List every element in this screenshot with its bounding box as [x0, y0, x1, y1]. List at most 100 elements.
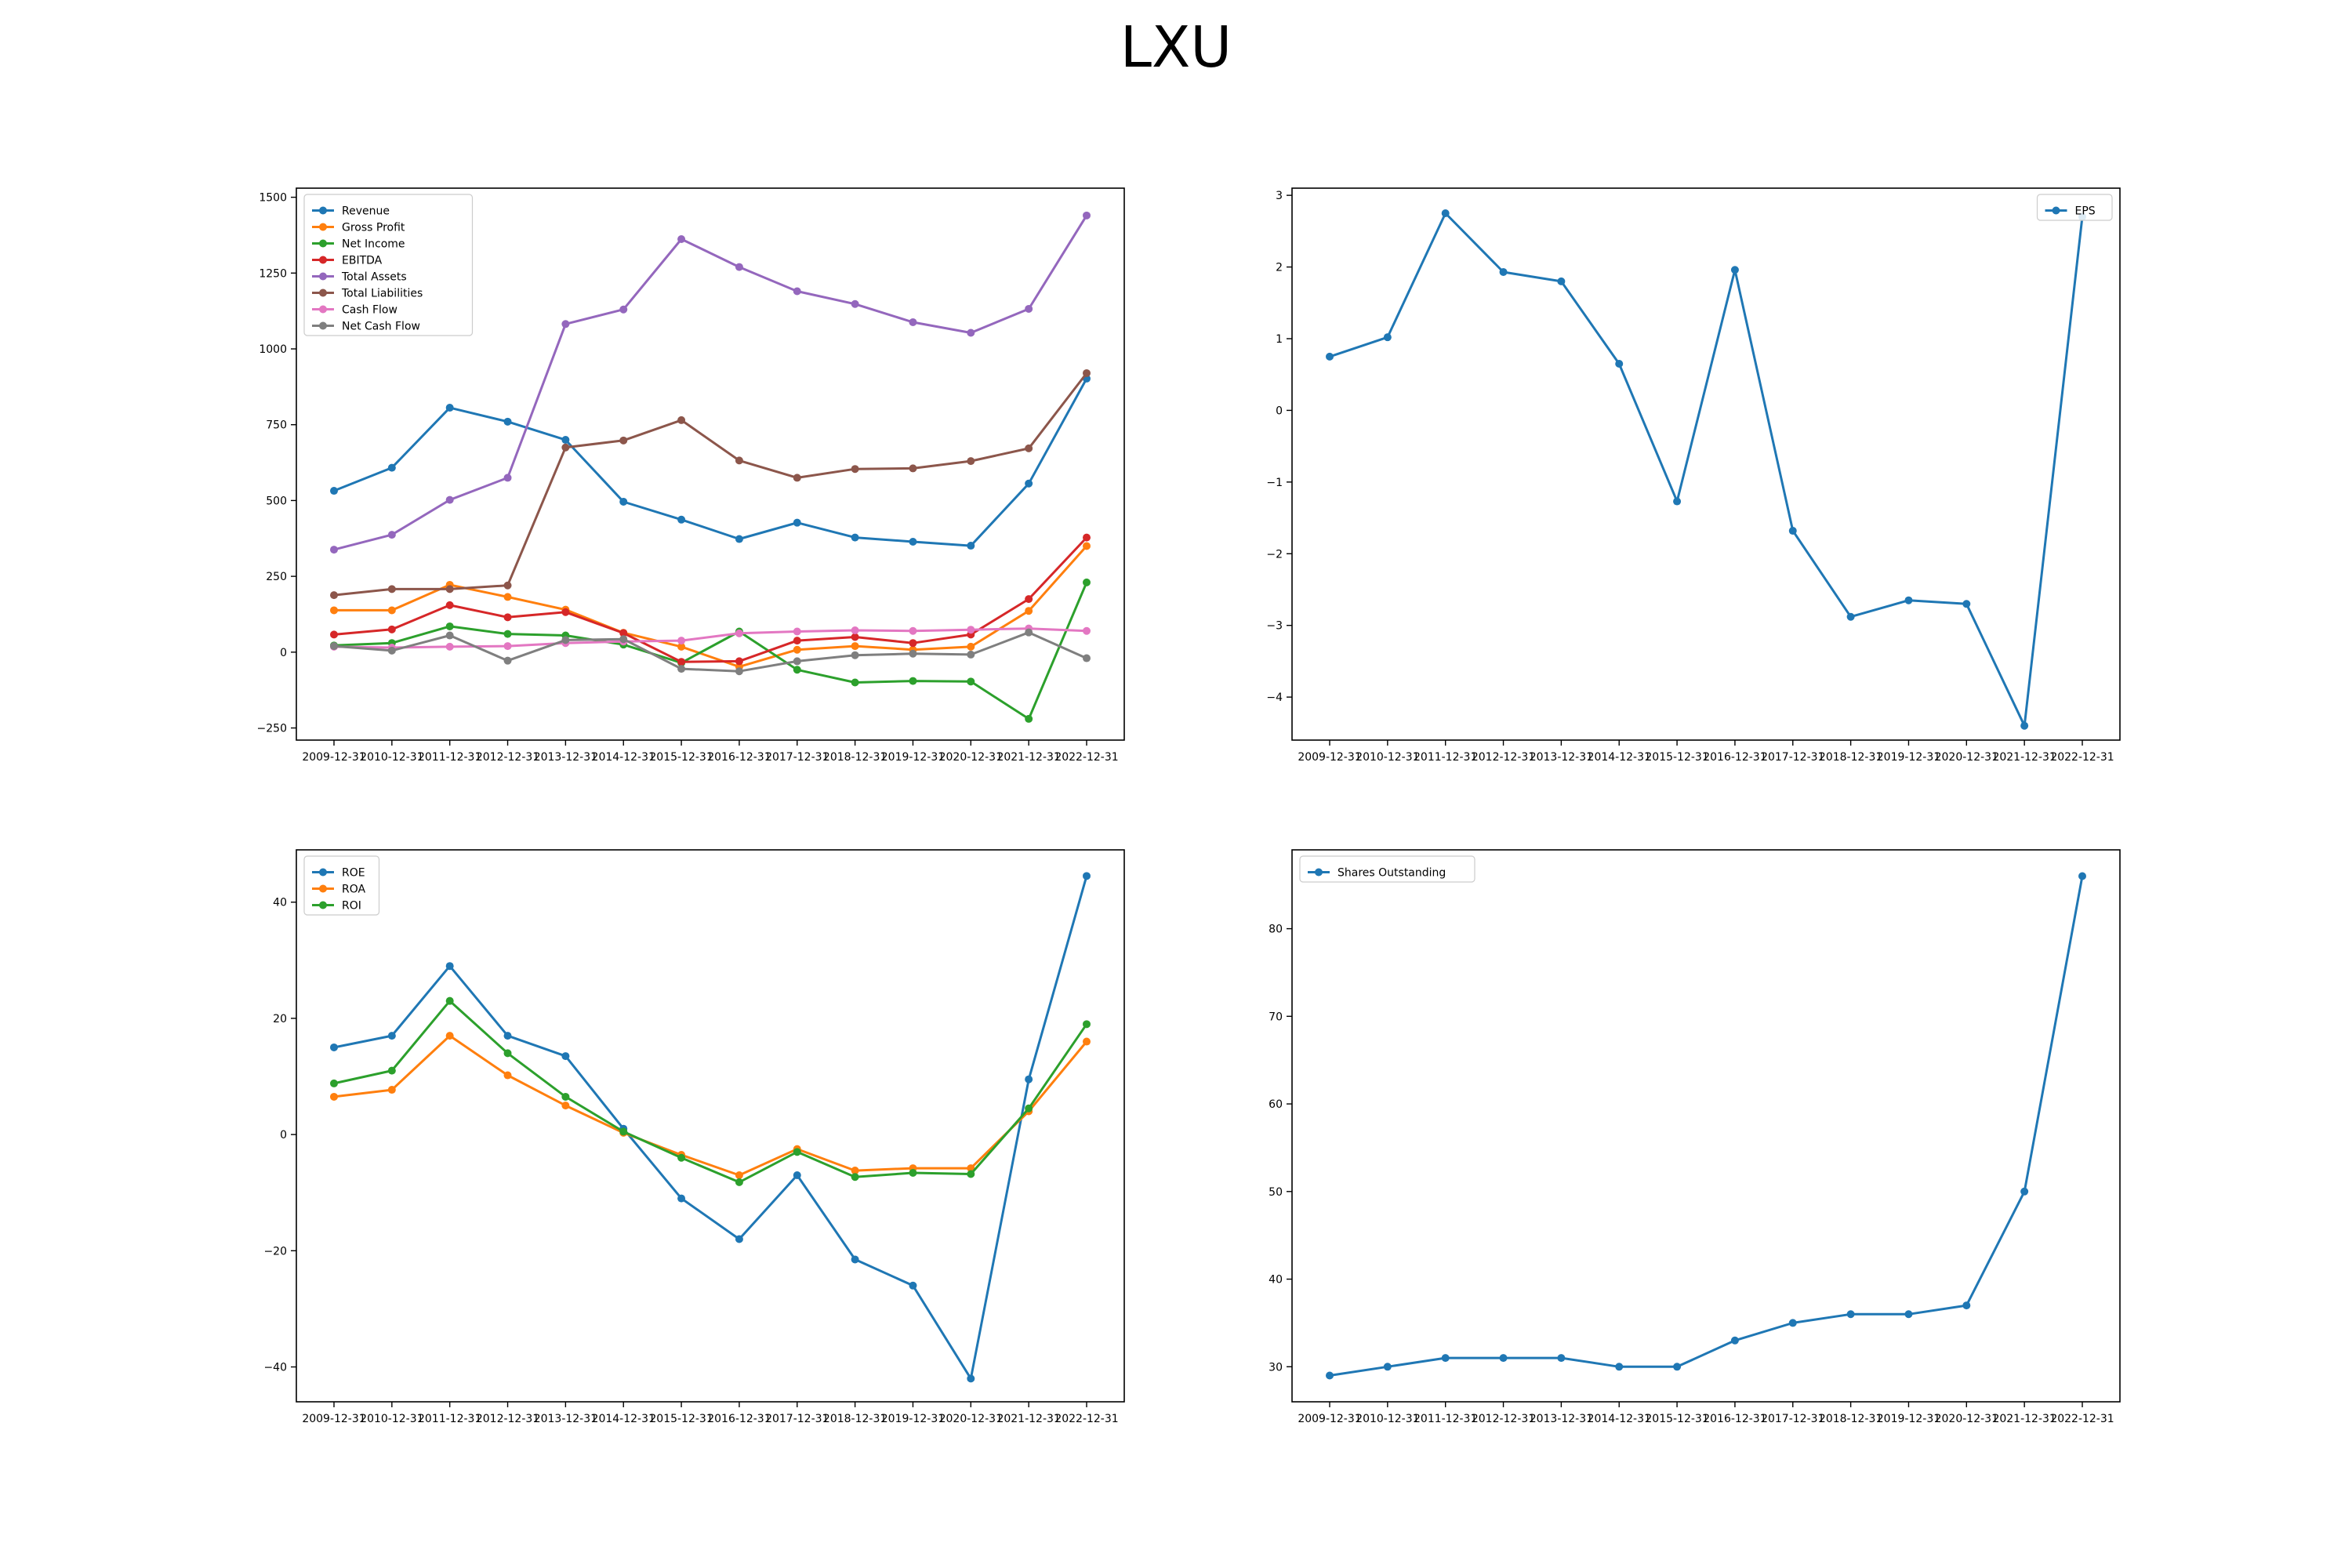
- data-point: [909, 677, 917, 685]
- legend-marker: [319, 321, 327, 330]
- data-point: [793, 474, 801, 482]
- x-tick-label: 2014-12-31: [1588, 1413, 1651, 1425]
- data-point: [735, 456, 743, 465]
- data-point: [503, 1032, 512, 1040]
- x-tick-label: 2021-12-31: [996, 751, 1060, 764]
- data-point: [1730, 266, 1739, 274]
- x-tick-label: 2015-12-31: [1645, 751, 1708, 764]
- x-tick-label: 2015-12-31: [649, 1413, 713, 1425]
- data-point: [1326, 1371, 1334, 1380]
- x-tick-label: 2018-12-31: [1819, 1413, 1882, 1425]
- legend: Revenue Gross Profit Net Income EBITDA Total…: [303, 194, 474, 336]
- data-point: [967, 650, 975, 659]
- x-tick-label: 2017-12-31: [1761, 751, 1824, 764]
- returns-panel: 2009-12-312010-12-312011-12-312012-12-31…: [263, 849, 1125, 1425]
- y-tick-label: 1: [1276, 333, 1283, 346]
- data-point: [2020, 721, 2029, 730]
- legend-box: [303, 194, 474, 336]
- y-tick-label: −3: [1266, 620, 1283, 633]
- y-tick-label: 500: [266, 495, 287, 507]
- x-tick-label: 2010-12-31: [360, 1413, 423, 1425]
- data-point: [619, 305, 628, 314]
- data-point: [387, 585, 396, 593]
- x-tick-label: 2009-12-31: [1298, 1413, 1361, 1425]
- data-point: [619, 1127, 628, 1136]
- x-tick-label: 2022-12-31: [1054, 751, 1118, 764]
- x-tick-label: 2012-12-31: [476, 751, 539, 764]
- legend-label: Total Liabilities: [341, 288, 423, 300]
- legend-marker: [319, 223, 327, 231]
- data-point: [909, 639, 917, 648]
- data-point: [503, 581, 512, 590]
- data-point: [1730, 1336, 1739, 1345]
- data-point: [619, 436, 628, 445]
- data-point: [1673, 497, 1682, 506]
- data-point: [909, 626, 917, 635]
- data-point: [735, 667, 743, 676]
- data-point: [330, 487, 338, 495]
- legend-marker: [319, 289, 327, 297]
- y-tick-label: 1250: [259, 267, 287, 280]
- legend-label: EBITDA: [342, 255, 383, 267]
- data-point: [967, 642, 975, 651]
- data-point: [1615, 360, 1624, 368]
- x-tick-label: 2015-12-31: [649, 751, 713, 764]
- x-tick-label: 2022-12-31: [2050, 1413, 2114, 1425]
- data-point: [503, 474, 512, 482]
- data-point: [503, 417, 512, 426]
- x-tick-label: 2016-12-31: [707, 1413, 771, 1425]
- data-point: [1025, 304, 1033, 313]
- x-tick-label: 2013-12-31: [1530, 751, 1593, 764]
- data-point: [967, 626, 975, 634]
- data-point: [793, 627, 801, 636]
- y-tick-label: 250: [266, 571, 287, 583]
- x-tick-label: 2018-12-31: [823, 1413, 887, 1425]
- x-tick-label: 2010-12-31: [1356, 1413, 1419, 1425]
- data-point: [851, 626, 859, 634]
- data-point: [735, 535, 743, 543]
- legend-marker: [319, 272, 327, 281]
- data-point: [2020, 1187, 2029, 1196]
- y-tick-label: 0: [280, 1129, 287, 1142]
- series-line-eps: [1329, 212, 2084, 728]
- data-point: [387, 1066, 396, 1075]
- y-tick-label: −40: [263, 1362, 287, 1374]
- legend-label: Net Cash Flow: [342, 321, 420, 333]
- series-line-net-cash-flow: [333, 631, 1087, 673]
- data-point: [909, 1169, 917, 1178]
- legend-marker: [319, 884, 327, 893]
- data-point: [909, 318, 917, 326]
- legend-marker: [319, 256, 327, 264]
- data-point: [851, 633, 859, 641]
- data-point: [851, 533, 859, 542]
- x-tick-label: 2020-12-31: [1935, 751, 1998, 764]
- x-tick-label: 2010-12-31: [1356, 751, 1419, 764]
- data-point: [445, 1032, 454, 1040]
- data-point: [1962, 1301, 1971, 1310]
- data-point: [561, 1052, 570, 1061]
- legend-label: Cash Flow: [342, 304, 397, 317]
- data-point: [1499, 267, 1508, 276]
- data-point: [851, 1173, 859, 1181]
- legend-marker: [319, 901, 327, 909]
- legend-label: ROI: [342, 900, 361, 913]
- data-point: [793, 287, 801, 296]
- data-point: [387, 606, 396, 615]
- data-point: [1962, 600, 1971, 608]
- y-tick-label: 40: [273, 897, 287, 909]
- data-point: [330, 642, 338, 651]
- data-point: [330, 546, 338, 554]
- data-point: [1441, 209, 1450, 217]
- data-point: [1083, 542, 1091, 550]
- data-point: [735, 263, 743, 271]
- axes-frame: [1291, 187, 2121, 741]
- series-line-cash-flow: [333, 627, 1087, 649]
- data-point: [1557, 277, 1566, 285]
- legend-label: EPS: [2075, 205, 2096, 218]
- data-point: [387, 646, 396, 655]
- legend: EPS: [2036, 194, 2113, 221]
- legend-label: Revenue: [342, 205, 390, 218]
- data-point: [793, 518, 801, 527]
- data-point: [561, 636, 570, 644]
